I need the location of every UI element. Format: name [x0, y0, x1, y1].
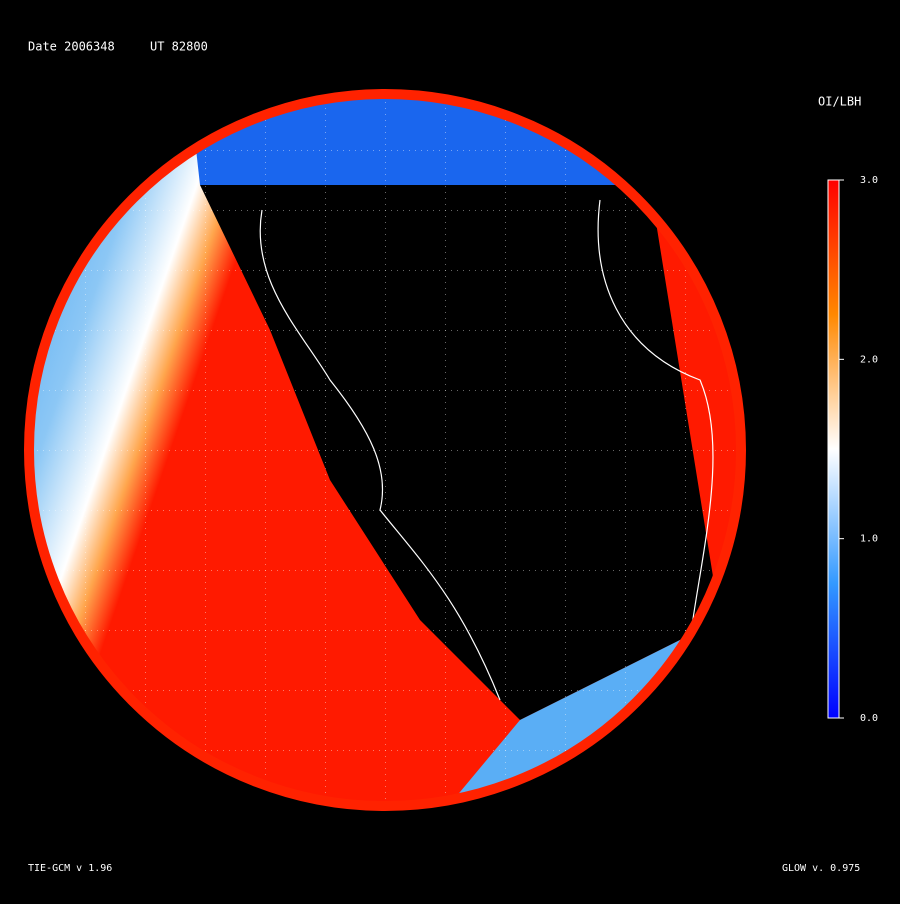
colorbar-tick-label: 0.0	[860, 713, 878, 724]
model-version: TIE-GCM v 1.96	[28, 863, 112, 874]
colorbar	[827, 179, 840, 719]
colorbar-tick-label: 3.0	[860, 175, 878, 186]
colorbar-tick-label: 2.0	[860, 354, 878, 365]
colorbar-tick-label: 1.0	[860, 534, 878, 545]
limb	[24, 89, 746, 811]
date: Date 2006348	[28, 40, 115, 54]
ut: UT 82800	[150, 40, 208, 54]
coastline	[597, 199, 714, 641]
glow-version: GLOW v. 0.975	[782, 863, 860, 874]
colorbar-title: OI/LBH	[818, 95, 861, 109]
coastline	[259, 209, 501, 701]
